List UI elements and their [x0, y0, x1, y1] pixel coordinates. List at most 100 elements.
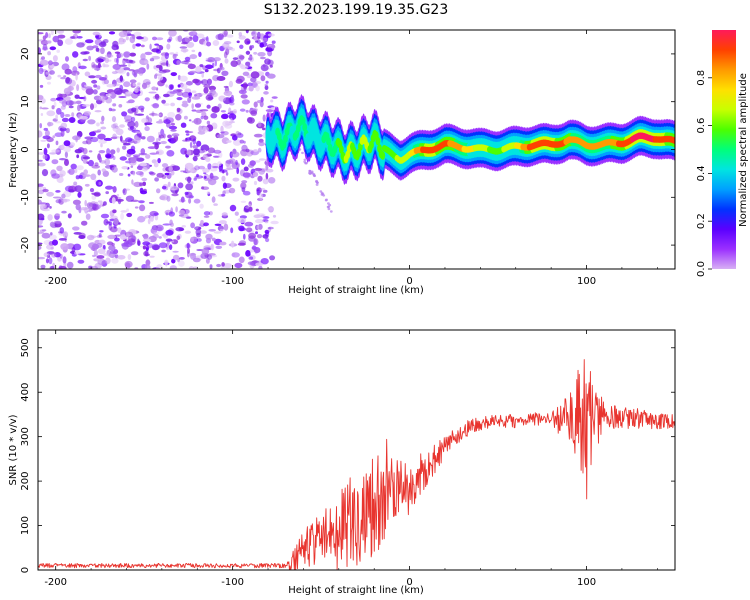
spectrogram-noise-cell [58, 231, 63, 234]
spectrogram-noise-cell [141, 118, 149, 124]
spectrogram-noise-cell [266, 168, 274, 173]
spectrogram-noise-cell [47, 214, 53, 221]
spectrogram-noise-cell [184, 230, 192, 234]
spectrogram-noise-cell [169, 265, 177, 269]
spectrogram-noise-cell [125, 160, 132, 164]
spectrogram-noise-cell [156, 172, 164, 178]
spectrogram-noise-cell [38, 242, 43, 245]
spectrogram-ridge-cell [671, 137, 675, 144]
spectrogram-y-ticks: -20 -10 0 10 20 [20, 48, 675, 253]
spectrogram-noise-cell [259, 33, 265, 40]
spectrogram-noise-cell [43, 147, 48, 155]
spectrogram-noise-cell [98, 139, 107, 144]
spectrogram-noise-cell [201, 186, 205, 190]
spectrogram-noise-cell [59, 158, 67, 161]
colorbar-tick-label: 0.2 [696, 213, 707, 229]
spectrogram-noise-cell [130, 116, 136, 122]
spectrogram-noise-cell [203, 87, 209, 94]
spectrogram-noise-cell [119, 234, 127, 241]
spectrogram-noise-cell [104, 158, 111, 166]
spectrogram-noise-cell [124, 260, 133, 268]
spectrogram-noise-cell [137, 240, 141, 246]
spectrogram-noise-cell [187, 63, 196, 70]
spectrogram-noise-cell [56, 49, 60, 53]
spectrogram-noise-cell [92, 204, 99, 211]
spectrogram-noise-cell [167, 38, 172, 43]
spectrogram-noise-cell [103, 64, 110, 68]
spectrogram-noise-cell [76, 165, 84, 171]
spectrogram-noise-cell [144, 122, 153, 125]
spectrogram-noise-cell [269, 255, 276, 261]
spectrogram-noise-cell [161, 163, 169, 168]
spectrogram-noise-cell [112, 63, 122, 70]
spectrogram-noise-cell [38, 152, 45, 155]
spectrogram-noise-cell [66, 261, 74, 269]
snr-x-tick-label: 100 [577, 577, 596, 588]
spectrogram-noise-cell [185, 216, 192, 219]
spectrogram-noise-cell [159, 195, 166, 200]
spectrogram-noise-cell [165, 84, 168, 88]
spectrogram-noise-cell [163, 93, 170, 98]
spectrogram-noise-cell [156, 188, 161, 194]
spectrogram-noise-cell [234, 211, 239, 216]
spectrogram-noise-cell [146, 135, 155, 143]
spectrogram-noise-cell [107, 234, 117, 240]
spectrogram-noise-cell [118, 104, 123, 108]
spectrogram-noise-cell [61, 117, 69, 123]
spectrogram-noise-cell [194, 165, 200, 171]
spectrogram-noise-cell [145, 81, 151, 85]
spectrogram-noise-cell [47, 51, 51, 56]
spectrogram-noise-cell [162, 223, 172, 226]
spectrogram-noise-cell [78, 174, 83, 179]
spectrogram-noise-cell [68, 168, 75, 175]
spectrogram-noise-cell [271, 40, 276, 44]
spectrogram-noise-cell [169, 52, 175, 55]
spectrogram-noise-cell [129, 36, 136, 44]
spectrogram-noise-cell [221, 113, 229, 120]
spectrogram-noise-cell [122, 142, 131, 146]
spectrogram-noise-cell [100, 126, 107, 130]
spectrogram-noise-cell [180, 48, 189, 53]
spectrogram-noise-cell [88, 75, 96, 79]
spectrogram-noise-cell [215, 245, 223, 249]
spectrogram-noise-cell [235, 159, 238, 166]
spectrogram-noise-cell [77, 191, 82, 198]
spectrogram-noise-cell [114, 51, 121, 54]
spectrogram-noise-cell [65, 100, 75, 106]
spectrogram-noise-cell [151, 86, 157, 91]
spectrogram-streak-cell [310, 170, 314, 173]
spectrogram-noise-cell [38, 213, 45, 221]
spectrogram-noise-cell [154, 93, 160, 100]
spectrogram-noise-cell [192, 35, 199, 43]
spectrogram-noise-cell [106, 83, 115, 88]
spectrogram-noise-cell [192, 78, 200, 84]
spectrogram-noise-cell [225, 167, 234, 171]
spectrogram-noise-cell [255, 262, 264, 267]
spectrogram-noise-cell [167, 138, 172, 142]
spectrogram-noise-cell [125, 195, 135, 202]
spectrogram-noise-cell [64, 68, 72, 75]
spectrogram-noise-cell [142, 245, 146, 250]
spectrogram-noise-cell [149, 58, 155, 62]
spectrogram-noise-cell [72, 199, 81, 205]
spectrogram-noise-cell [105, 185, 114, 190]
spectrogram-noise-cell [99, 230, 104, 233]
spectrogram-noise-cell [42, 208, 50, 212]
spectrogram-noise-cell [92, 254, 96, 258]
spectrogram-noise-cell [59, 173, 64, 178]
spectrogram-noise-cell [202, 37, 209, 41]
spectrogram-streak-cell [315, 179, 318, 183]
spectrogram-noise-cell [193, 198, 201, 204]
spectrogram-noise-cell [180, 196, 185, 203]
spectrogram-noise-cell [123, 81, 131, 88]
spectrogram-noise-cell [207, 254, 213, 260]
spectrogram-noise-cell [76, 84, 80, 92]
spectrogram-noise-cell [248, 85, 254, 92]
spectrogram-noise-cell [217, 33, 224, 41]
spectrogram-noise-cell [190, 222, 196, 229]
spectrogram-noise-cell [245, 30, 249, 34]
spectrogram-noise-cell [111, 71, 118, 75]
spectrogram-noise-cell [88, 242, 97, 249]
spectrogram-ridge-cell [300, 116, 306, 126]
spectrogram-noise-cell [223, 263, 232, 269]
